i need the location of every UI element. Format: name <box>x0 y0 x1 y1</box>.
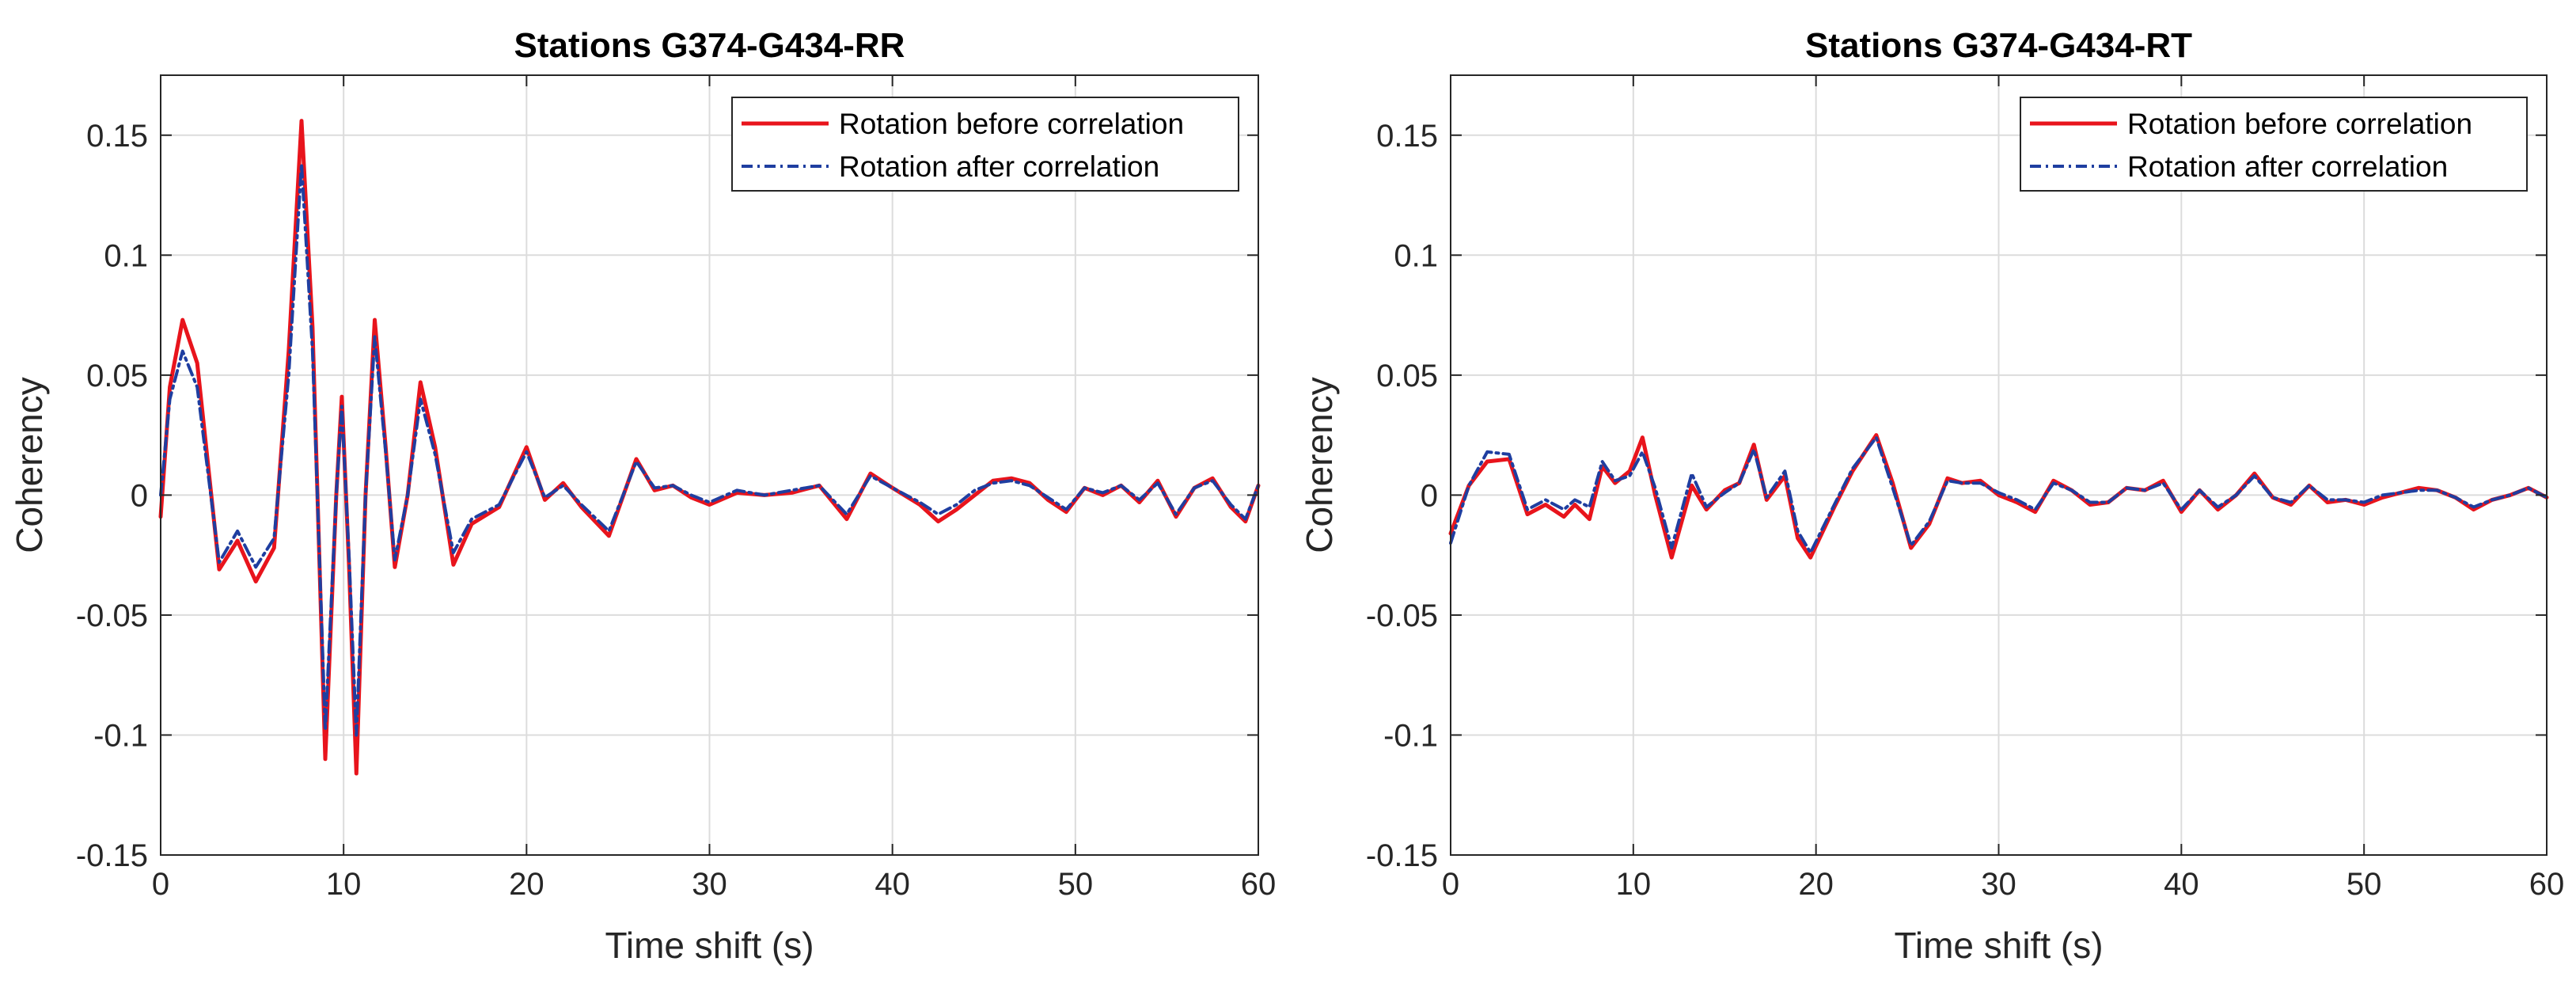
x-axis-label: Time shift (s) <box>605 925 814 966</box>
legend-label-after: Rotation after correlation <box>839 150 1159 183</box>
series-line-after <box>1449 435 2548 555</box>
legend-box <box>2020 97 2528 192</box>
y-tick-label: 0.1 <box>1394 238 1438 273</box>
x-tick-label: 40 <box>2164 867 2199 902</box>
y-tick-label: 0 <box>131 478 148 513</box>
x-tick-label: 20 <box>1798 867 1834 902</box>
legend: Rotation before correlation Rotation aft… <box>2020 97 2528 192</box>
x-tick-label: 50 <box>1058 867 1094 902</box>
x-tick-label: 0 <box>1442 867 1459 902</box>
chart-title: Stations G374-G434-RT <box>1805 26 2192 65</box>
y-tick-label: 0.05 <box>1376 359 1438 393</box>
y-tick-label: 0.05 <box>86 359 148 393</box>
x-tick-label: 10 <box>326 867 362 902</box>
x-tick-label: 60 <box>1241 867 1277 902</box>
y-tick-label: 0.15 <box>86 119 148 154</box>
legend: Rotation before correlation Rotation aft… <box>731 97 1239 192</box>
plot-area: 0 10 20 30 40 50 60 -0.15 -0.1 -0.05 0 0.05 0.1 0.15 <box>76 74 1277 902</box>
x-tick-label: 20 <box>509 867 544 902</box>
series-line-after <box>159 162 1260 737</box>
y-tick-label: 0.15 <box>1376 119 1438 154</box>
x-tick-label: 40 <box>874 867 910 902</box>
y-tick-label: -0.05 <box>76 598 148 633</box>
y-tick-label: -0.05 <box>1366 598 1438 633</box>
y-tick-label: -0.1 <box>93 718 148 753</box>
legend-label-before: Rotation before correlation <box>2127 108 2472 140</box>
x-tick-label: 50 <box>2346 867 2382 902</box>
chart-panel-rt: 0 10 20 30 40 50 60-0.15-0.1-0.0500.050.10.15 … <box>1299 26 2564 966</box>
y-tick-label: -0.1 <box>1383 718 1438 753</box>
y-tick-label: 0.1 <box>104 238 148 273</box>
legend-box <box>731 97 1239 192</box>
legend-label-after: Rotation after correlation <box>2127 150 2448 183</box>
x-tick-label: 30 <box>692 867 727 902</box>
legend-label-before: Rotation before correlation <box>839 108 1184 140</box>
y-tick-label: -0.15 <box>1366 838 1438 873</box>
chart-panel-rr: 0 10 20 30 40 50 60-0.15-0.1-0.0500.050.10.15 … <box>9 26 1276 966</box>
y-axis-label: Coherency <box>1299 377 1340 553</box>
x-tick-label: 10 <box>1616 867 1652 902</box>
y-axis-label: Coherency <box>9 377 50 553</box>
plot-area: 0 10 20 30 40 50 60 -0.15 -0.1 -0.05 0 0.05 0.1 0.15 <box>1366 74 2565 902</box>
x-tick-label: 0 <box>152 867 169 902</box>
x-tick-label: 60 <box>2529 867 2565 902</box>
y-tick-label: 0 <box>1421 478 1438 513</box>
chart-title: Stations G374-G434-RR <box>514 26 905 65</box>
x-axis-label: Time shift (s) <box>1894 925 2103 966</box>
y-tick-label: -0.15 <box>76 838 148 873</box>
x-tick-label: 30 <box>1981 867 2016 902</box>
